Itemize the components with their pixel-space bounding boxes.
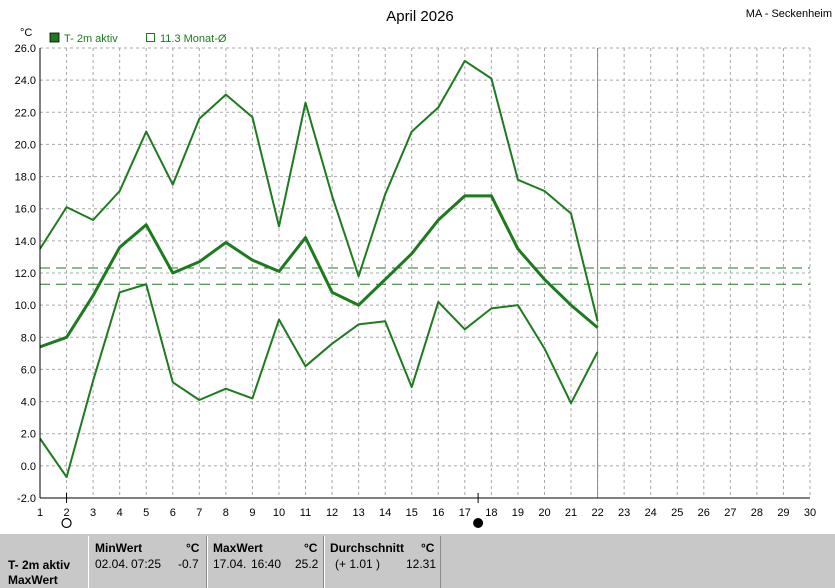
min-time: 07:25 [131, 557, 162, 571]
y-tick-label: 20.0 [15, 139, 36, 151]
x-tick-label: 29 [777, 507, 789, 519]
min-title: MinWert [95, 541, 143, 555]
x-tick-label: 24 [645, 507, 657, 519]
station-label: MA - Seckenheim [746, 8, 832, 20]
x-tick-label: 9 [249, 507, 255, 519]
avg-unit: °C [421, 541, 435, 555]
x-tick-label: 5 [143, 507, 149, 519]
x-tick-label: 28 [751, 507, 763, 519]
series-lines [39, 59, 599, 479]
legend-label-current: T- 2m aktiv [64, 33, 118, 45]
y-tick-label: 22.0 [15, 107, 36, 119]
x-tick-label: 18 [485, 507, 497, 519]
series-line-t-2m-aktiv [39, 194, 599, 349]
min-date: 02.04. [95, 557, 129, 571]
x-tick-label: 1 [37, 507, 43, 519]
series-line-minwert [39, 283, 599, 479]
x-tick-label: 12 [326, 507, 338, 519]
x-tick-label: 25 [671, 507, 683, 519]
chart-title: April 2026 [386, 8, 454, 25]
y-tick-label: 0.0 [21, 461, 36, 473]
x-tick-label: 16 [432, 507, 444, 519]
series-line-maxwert [39, 59, 599, 322]
x-tick-label: 6 [170, 507, 176, 519]
max-date: 17.04. [213, 557, 247, 571]
x-tick-label: 13 [352, 507, 364, 519]
y-unit-label: °C [20, 27, 32, 39]
panel-divider [324, 536, 325, 588]
x-tick-label: 7 [196, 507, 202, 519]
x-tick-label: 30 [804, 507, 816, 519]
x-tick-label: 15 [406, 507, 418, 519]
y-tick-label: 2.0 [21, 429, 36, 441]
y-tick-label: 12.0 [15, 268, 36, 280]
x-tick-label: 19 [512, 507, 524, 519]
grid [40, 47, 811, 498]
y-tick-label: 10.0 [15, 300, 36, 312]
min-value: -0.7 [178, 557, 199, 571]
x-tick-label: 2 [63, 507, 69, 519]
stats-row-label-current: T- 2m aktiv [8, 558, 71, 572]
tick-labels: -2.0 0.0 2.0 4.0 6.0 8.0 10.0 12.0 14.0 16.0 18.0 2… [15, 43, 817, 519]
x-tick-label: 20 [538, 507, 550, 519]
y-tick-label: 8.0 [21, 332, 36, 344]
x-tick-label: 11 [300, 507, 311, 519]
max-value: 25.2 [295, 557, 319, 571]
legend-swatch-outline [146, 33, 155, 42]
stats-row-label-max: MaxWert [8, 573, 58, 587]
x-tick-label: 3 [90, 507, 96, 519]
y-tick-label: 14.0 [15, 236, 36, 248]
filled-circle-icon [473, 518, 484, 528]
axes [39, 48, 810, 499]
legend-label-monthly-avg: 11.3 Monat-Ø [160, 33, 227, 45]
y-tick-label: 6.0 [21, 364, 36, 376]
x-tick-label: 8 [223, 507, 229, 519]
avg-value: 12.31 [406, 557, 437, 571]
open-circle-icon [61, 517, 72, 529]
max-unit: °C [304, 541, 318, 555]
x-tick-label: 21 [565, 507, 577, 519]
temperature-chart: -2.0 0.0 2.0 4.0 6.0 8.0 10.0 12.0 14.0 16.0 18.0 2… [0, 0, 835, 534]
y-tick-label: 24.0 [15, 75, 36, 87]
x-tick-label: 14 [379, 507, 391, 519]
x-tick-label: 22 [591, 507, 603, 519]
avg-title: Durchschnitt [330, 541, 405, 555]
y-tick-label: 26.0 [15, 43, 36, 55]
x-tick-label: 26 [698, 507, 710, 519]
y-tick-label: 18.0 [15, 172, 36, 184]
max-title: MaxWert [213, 541, 263, 555]
y-tick-label: -2.0 [17, 493, 36, 505]
panel-divider [88, 536, 89, 588]
legend: T- 2m aktiv 11.3 Monat-Ø [49, 32, 227, 45]
min-unit: °C [186, 541, 200, 555]
x-tick-label: 10 [273, 507, 285, 519]
avg-delta: (+ 1.01 ) [335, 557, 381, 571]
panel-divider [207, 536, 208, 588]
panel-divider [323, 536, 324, 588]
x-tick-label: 23 [618, 507, 630, 519]
x-tick-label: 4 [117, 507, 123, 519]
legend-swatch-filled [49, 32, 60, 43]
reference-lines [40, 267, 810, 285]
x-tick-label: 27 [724, 507, 736, 519]
chart-background [0, 0, 835, 534]
y-tick-label: 16.0 [15, 204, 36, 216]
max-time: 16:40 [251, 557, 282, 571]
panel-divider [206, 536, 207, 588]
day-symbols [61, 493, 484, 529]
y-tick-label: 4.0 [21, 397, 36, 409]
panel-divider [440, 536, 441, 588]
stats-panel [0, 534, 835, 588]
x-tick-label: 17 [459, 507, 471, 519]
